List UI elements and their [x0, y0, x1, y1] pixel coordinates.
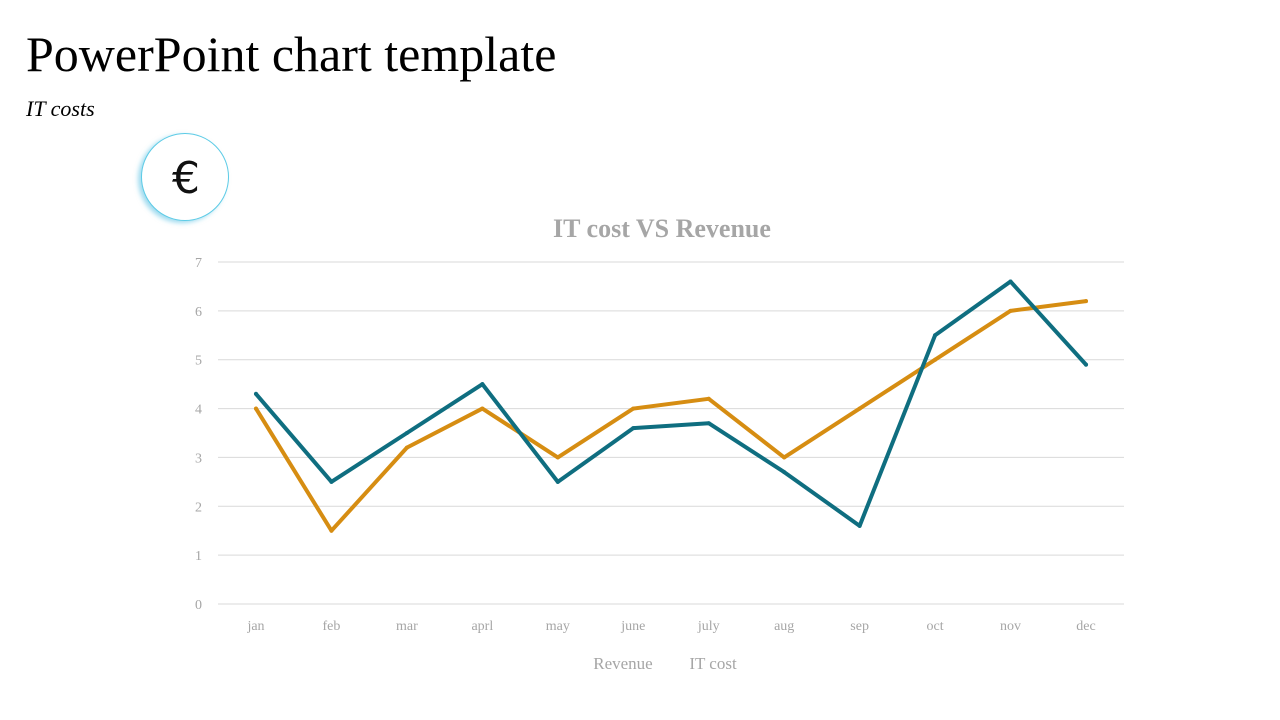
- data-point: [857, 523, 862, 528]
- x-tick-label: jan: [246, 619, 264, 634]
- data-point: [1008, 308, 1013, 313]
- y-tick-label: 3: [195, 451, 202, 466]
- data-point: [706, 396, 711, 401]
- chart-title: IT cost VS Revenue: [553, 214, 771, 243]
- series-revenue: [254, 299, 1088, 533]
- data-point: [329, 528, 334, 533]
- data-point: [706, 421, 711, 426]
- data-point: [555, 455, 560, 460]
- y-tick-label: 4: [195, 403, 202, 418]
- x-tick-label: aug: [774, 619, 794, 634]
- y-tick-label: 2: [195, 500, 202, 515]
- legend-label: IT cost: [689, 654, 737, 673]
- y-tick-label: 0: [195, 598, 202, 613]
- x-axis-ticks: jan feb mar aprl may june july aug sep oct nov dec: [246, 619, 1095, 634]
- data-point: [782, 455, 787, 460]
- data-point: [254, 406, 258, 411]
- data-point: [555, 479, 560, 484]
- series-line: [254, 279, 1088, 528]
- x-tick-label: nov: [1000, 619, 1021, 634]
- x-tick-label: may: [546, 619, 570, 634]
- data-point: [933, 357, 938, 362]
- x-tick-label: dec: [1076, 619, 1095, 634]
- x-tick-label: june: [620, 619, 645, 634]
- euro-badge: €: [141, 133, 229, 221]
- series-line: [254, 299, 1088, 533]
- data-point: [404, 445, 409, 450]
- euro-icon: €: [172, 152, 200, 204]
- series-it-cost: [254, 279, 1088, 528]
- page-title: PowerPoint chart template: [26, 26, 557, 82]
- page-subtitle: IT costs: [26, 96, 95, 121]
- y-tick-label: 1: [195, 549, 202, 564]
- data-point: [1008, 279, 1013, 284]
- x-tick-label: aprl: [471, 619, 493, 634]
- y-tick-label: 6: [195, 305, 202, 320]
- y-tick-label: 7: [195, 256, 202, 271]
- data-point: [480, 382, 485, 387]
- legend-item: IT cost: [689, 654, 737, 673]
- data-point: [857, 406, 862, 411]
- data-point: [480, 406, 485, 411]
- chart-series: [254, 279, 1088, 533]
- x-tick-label: feb: [323, 619, 341, 634]
- y-axis-ticks: 0 1 2 3 4 5 6 7: [195, 256, 202, 613]
- data-point: [782, 470, 787, 475]
- legend-item: Revenue: [593, 654, 652, 673]
- data-point: [1084, 362, 1088, 367]
- x-tick-label: july: [697, 619, 720, 634]
- data-point: [631, 426, 636, 431]
- y-tick-label: 5: [195, 354, 202, 369]
- chart-legend: Revenue IT cost: [593, 654, 737, 673]
- data-point: [631, 406, 636, 411]
- data-point: [329, 479, 334, 484]
- data-point: [404, 431, 409, 435]
- x-tick-label: sep: [850, 619, 869, 634]
- data-point: [254, 391, 258, 396]
- x-tick-label: oct: [927, 619, 944, 634]
- x-tick-label: mar: [396, 619, 418, 634]
- legend-label: Revenue: [593, 654, 652, 673]
- data-point: [933, 333, 938, 338]
- chart-gridlines: [218, 261, 1124, 605]
- data-point: [1084, 299, 1088, 304]
